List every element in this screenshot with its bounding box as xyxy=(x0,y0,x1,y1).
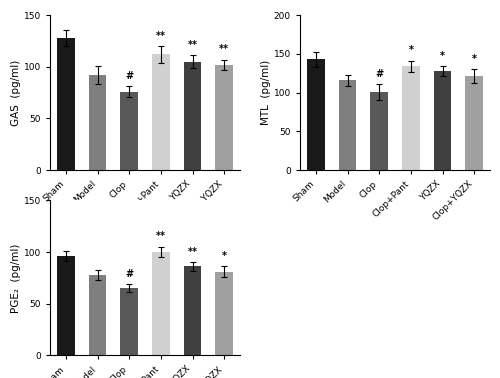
Bar xyxy=(89,75,106,170)
Text: **: ** xyxy=(156,231,166,242)
Bar xyxy=(402,66,419,170)
Text: #: # xyxy=(125,71,133,81)
Y-axis label: PGE₂  (pg/ml): PGE₂ (pg/ml) xyxy=(11,243,21,313)
Bar xyxy=(339,80,356,170)
Bar xyxy=(120,91,138,170)
Bar xyxy=(370,92,388,170)
Text: *: * xyxy=(408,45,414,56)
Bar xyxy=(57,256,74,355)
Text: #: # xyxy=(125,269,133,279)
Text: #: # xyxy=(375,69,383,79)
Text: *: * xyxy=(222,251,226,261)
Bar xyxy=(152,54,170,170)
Y-axis label: MTL  (pg/ml): MTL (pg/ml) xyxy=(261,60,271,125)
Bar xyxy=(120,288,138,355)
Bar xyxy=(216,272,233,355)
Text: *: * xyxy=(472,54,476,64)
Bar xyxy=(466,76,483,170)
Text: **: ** xyxy=(188,247,198,257)
Text: **: ** xyxy=(188,40,198,50)
Bar xyxy=(57,38,74,170)
Bar xyxy=(184,62,201,170)
Bar xyxy=(89,275,106,355)
Text: **: ** xyxy=(219,44,229,54)
Y-axis label: GAS  (pg/ml): GAS (pg/ml) xyxy=(11,59,21,126)
Bar xyxy=(152,252,170,355)
Bar xyxy=(307,59,324,170)
Bar xyxy=(434,71,451,170)
Text: *: * xyxy=(440,51,445,61)
Bar xyxy=(216,65,233,170)
Bar xyxy=(184,266,201,355)
Text: **: ** xyxy=(156,31,166,41)
